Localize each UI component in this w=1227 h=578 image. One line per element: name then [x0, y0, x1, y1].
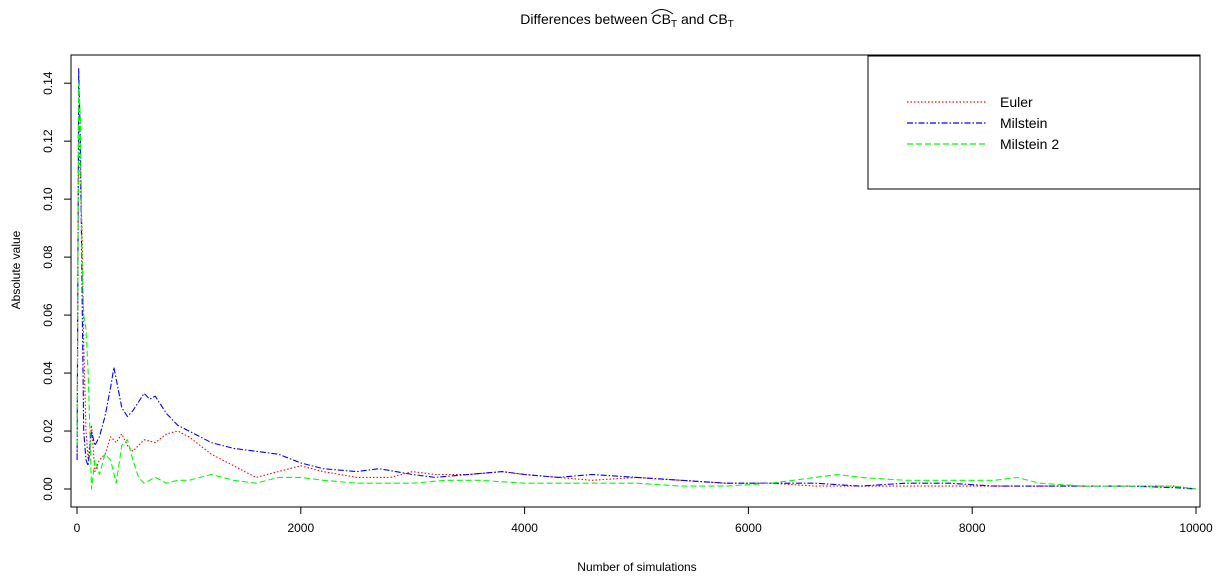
x-tick-label: 0: [74, 521, 81, 535]
y-tick-label: 0.12: [41, 129, 55, 153]
legend-label-milstein: Milstein: [1000, 115, 1047, 131]
y-tick-label: 0.10: [41, 187, 55, 211]
y-tick-label: 0.02: [41, 419, 55, 443]
x-tick-label: 6000: [735, 521, 762, 535]
y-tick-label: 0.04: [41, 361, 55, 385]
x-tick-label: 4000: [511, 521, 538, 535]
x-tick-label: 8000: [959, 521, 986, 535]
y-tick-label: 0.06: [41, 303, 55, 327]
title-hat-accent: [651, 9, 674, 15]
x-axis: 0 2000 4000 6000 8000 10000: [74, 506, 1213, 535]
series-group: [76, 68, 1197, 490]
x-axis-label: Number of simulations: [577, 560, 696, 574]
x-tick-label: 2000: [287, 521, 314, 535]
chart-title: Differences between CBT and CBT: [520, 11, 734, 30]
legend-label-milstein-2: Milstein 2: [1000, 136, 1059, 152]
series-line-milstein: [76, 68, 1197, 490]
y-tick-label: 0.00: [41, 477, 55, 501]
y-tick-label: 0.08: [41, 245, 55, 269]
series-line-milstein-2: [76, 82, 1197, 490]
y-axis-label: Absolute value: [9, 230, 23, 309]
legend: Euler Milstein Milstein 2: [867, 55, 1201, 190]
y-tick-label: 0.14: [41, 71, 55, 95]
x-tick-label: 10000: [1179, 521, 1213, 535]
y-axis: 0.00 0.02 0.04 0.06 0.08 0.10 0.12 0.14: [41, 71, 72, 501]
legend-label-euler: Euler: [1000, 94, 1033, 110]
